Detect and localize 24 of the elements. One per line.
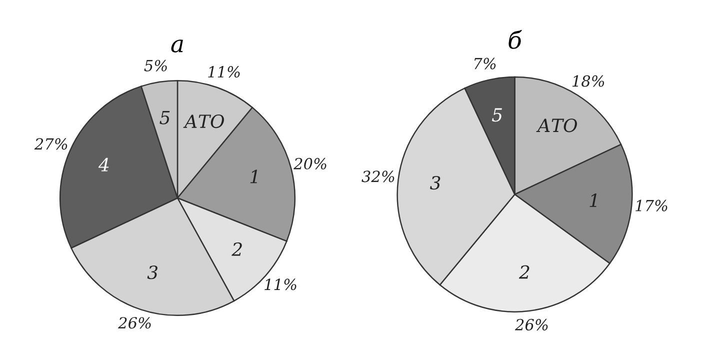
- slice-label: 3: [430, 176, 440, 190]
- data-label: 26%: [118, 317, 151, 329]
- data-label: 5%: [144, 60, 167, 72]
- slice-label: 1: [590, 193, 596, 207]
- data-label: 32%: [362, 170, 394, 182]
- data-label: 11%: [208, 66, 240, 78]
- data-label: 26%: [514, 318, 548, 330]
- slice-label: 5: [492, 108, 502, 122]
- slice-label: 2: [518, 265, 530, 279]
- data-label: 18%: [572, 75, 604, 87]
- slice-label: 3: [147, 266, 158, 280]
- data-label: 7%: [474, 58, 496, 70]
- data-label: 27%: [34, 138, 68, 150]
- slice-label: 2: [232, 242, 242, 256]
- data-label: 17%: [636, 200, 668, 212]
- slice-label: 1: [250, 170, 258, 184]
- slice-label: 5: [160, 110, 170, 124]
- data-label: 11%: [264, 278, 296, 290]
- chart-title: б: [508, 30, 522, 49]
- slice-label: АТО: [536, 118, 577, 132]
- chart-title: а: [171, 40, 183, 53]
- slice-label: 4: [98, 158, 109, 172]
- data-label: 20%: [294, 158, 326, 170]
- slice-label: АТО: [183, 114, 224, 128]
